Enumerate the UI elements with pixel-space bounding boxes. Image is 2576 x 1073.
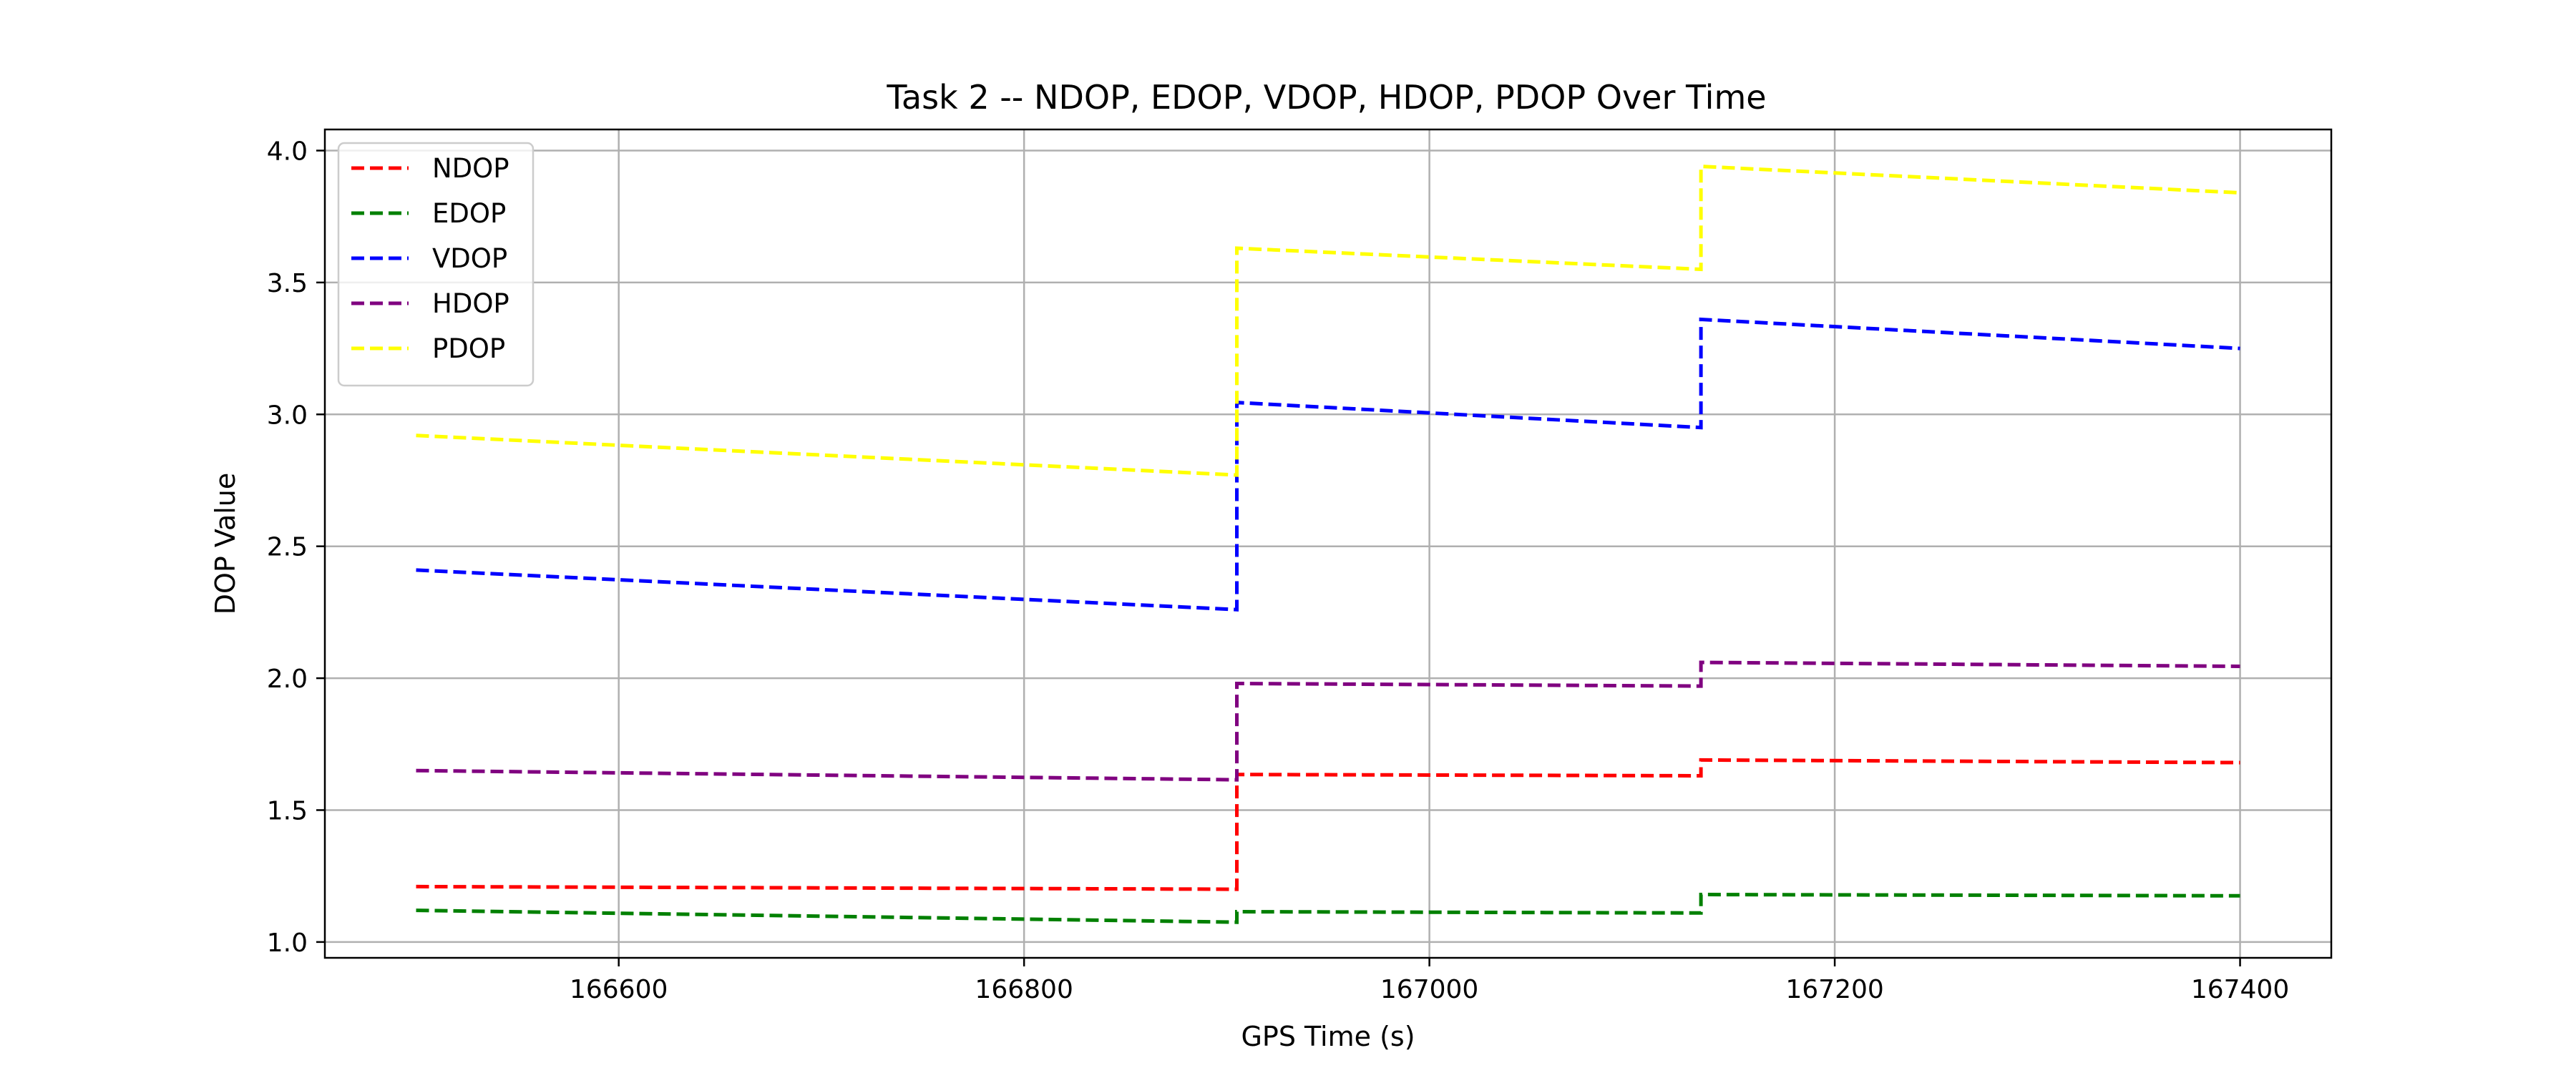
x-tick-label: 166800 xyxy=(975,975,1073,1004)
y-tick-label: 4.0 xyxy=(267,137,308,167)
y-tick-label: 1.0 xyxy=(267,929,308,958)
legend-label: VDOP xyxy=(432,243,507,274)
y-tick-label: 2.0 xyxy=(267,665,308,694)
legend-label: HDOP xyxy=(432,288,509,319)
legend-box xyxy=(337,142,535,387)
x-axis-label: GPS Time (s) xyxy=(1241,1021,1415,1052)
y-tick-label: 2.5 xyxy=(267,533,308,562)
x-tick-label: 166600 xyxy=(570,975,668,1004)
x-tick-label: 167400 xyxy=(2191,975,2289,1004)
y-tick-label: 3.0 xyxy=(267,401,308,430)
x-axis-ticks: 166600 166800 167000 167200 167400 xyxy=(570,958,2289,1004)
series-line-edop xyxy=(416,892,2240,924)
y-tick-label: 1.5 xyxy=(267,796,308,825)
legend-label: PDOP xyxy=(432,333,505,364)
series-lines xyxy=(416,164,2240,924)
x-tick-label: 167200 xyxy=(1785,975,1883,1004)
y-axis-label: DOP Value xyxy=(210,473,241,615)
legend: NDOP EDOP VDOP HDOP PDOP xyxy=(337,142,535,387)
plot-frame xyxy=(323,128,2333,959)
y-tick-label: 3.5 xyxy=(267,269,308,298)
y-axis-ticks: 1.0 1.5 2.0 2.5 3.0 3.5 4.0 xyxy=(267,137,325,958)
legend-label: EDOP xyxy=(432,198,506,229)
series-line-hdop xyxy=(416,660,2240,782)
grid xyxy=(325,129,2331,958)
chart-title: Task 2 -- NDOP, EDOP, VDOP, HDOP, PDOP O… xyxy=(886,78,1766,117)
x-tick-label: 167000 xyxy=(1380,975,1478,1004)
legend-label: NDOP xyxy=(432,153,509,184)
